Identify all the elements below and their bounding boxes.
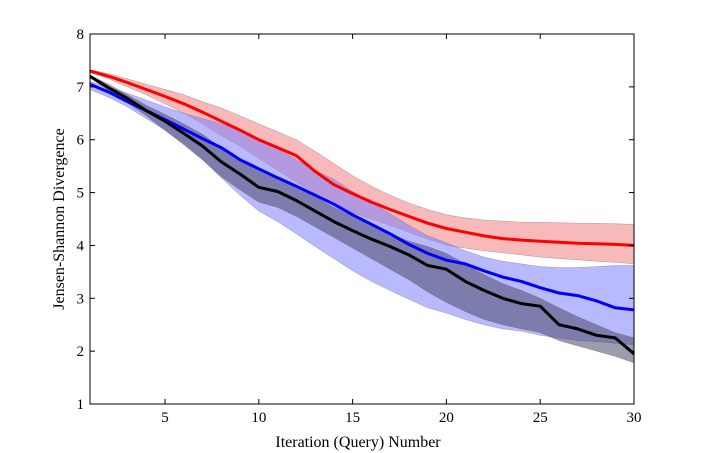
y-tick-label: 5 (77, 186, 85, 202)
y-axis-label: Jensen-Shannon Divergence (51, 128, 68, 309)
series-0-line (89, 69, 635, 247)
plot-frame (89, 33, 635, 405)
x-tick-label: 25 (533, 410, 548, 426)
x-axis-label: Iteration (Query) Number (275, 434, 441, 451)
y-tick-label: 6 (77, 133, 85, 149)
y-tick-label: 1 (77, 397, 85, 413)
y-tick-label: 2 (77, 344, 85, 360)
axis-ticks: 5 10 15 20 25 30 1 2 3 4 5 6 7 8 (77, 27, 642, 426)
x-tick-label: 15 (345, 410, 360, 426)
y-tick-label: 7 (77, 80, 85, 96)
x-tick-label: 10 (251, 410, 266, 426)
x-tick-label: 20 (439, 410, 454, 426)
y-tick-label: 4 (77, 238, 85, 254)
series-lines (89, 69, 635, 355)
y-tick-label: 8 (77, 27, 85, 43)
series-1-line (89, 82, 635, 312)
series-2-line (89, 75, 635, 355)
x-tick-label: 30 (627, 410, 642, 426)
y-tick-label: 3 (77, 291, 85, 307)
x-tick-label: 5 (161, 410, 169, 426)
